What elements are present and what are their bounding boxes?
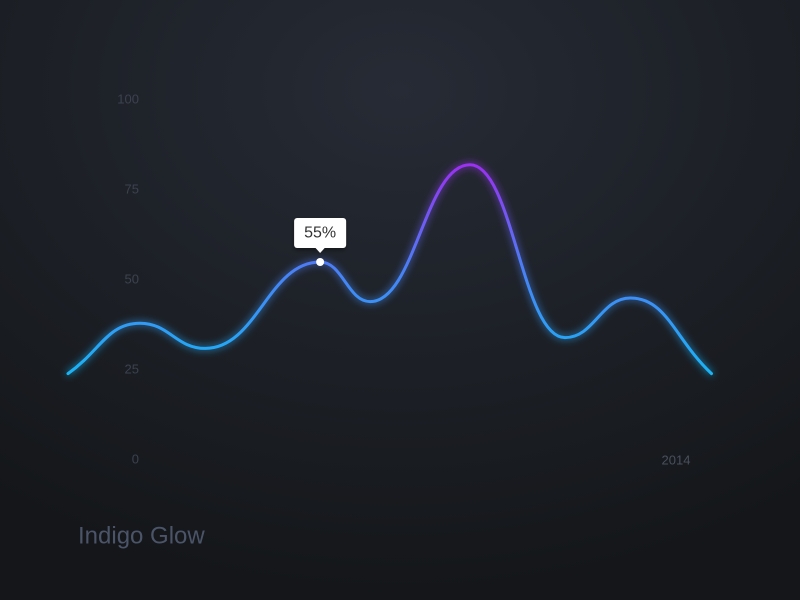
tooltip-box [294,218,347,248]
y-tick-label: 50 [125,271,139,286]
y-tick-label: 25 [125,361,139,376]
chart-title: Indigo Glow [78,522,205,549]
line [66,163,713,376]
tooltip-label: 55% [304,225,336,242]
x-axis-label: 2014 [662,452,691,467]
tooltip-pointer [315,247,326,253]
y-tick-label: 0 [132,451,139,466]
data-point [316,258,325,266]
y-tick-label: 75 [125,181,139,196]
y-tick-label: 100 [117,91,139,106]
